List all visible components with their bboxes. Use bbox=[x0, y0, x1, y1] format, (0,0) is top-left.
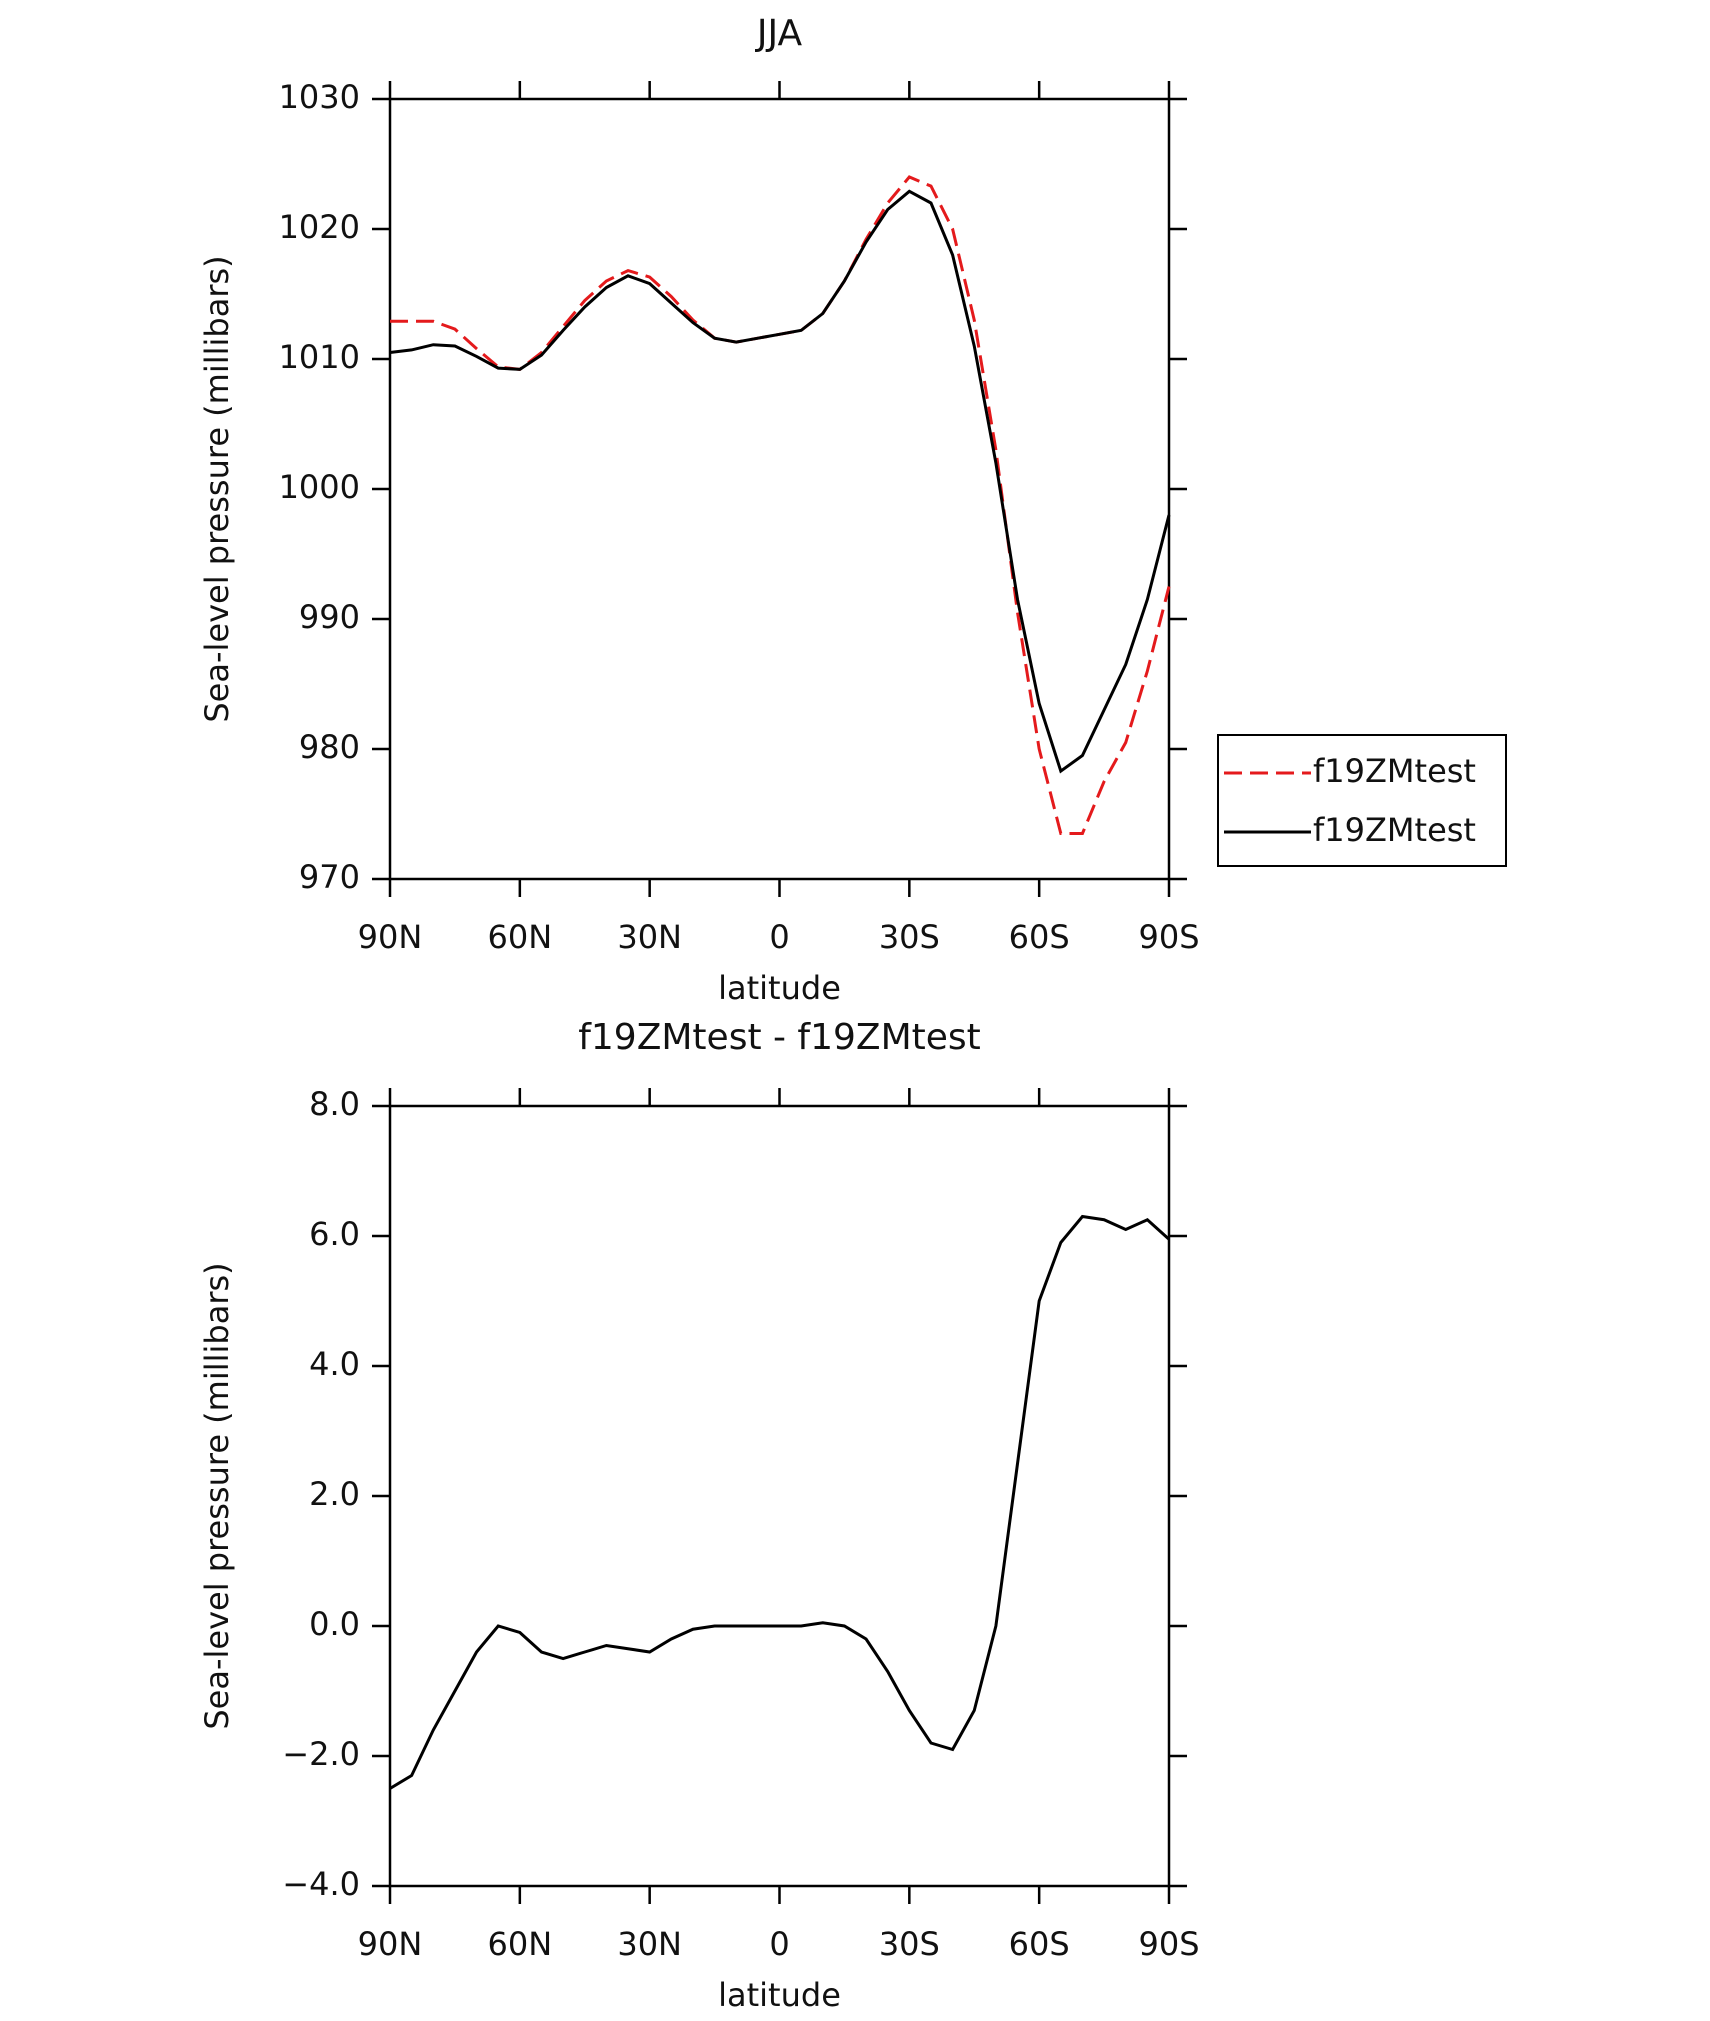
x-axis-label: latitude bbox=[718, 969, 841, 1007]
y-tick-label: −2.0 bbox=[282, 1735, 360, 1773]
x-tick-label: 90N bbox=[358, 1925, 423, 1963]
data-line bbox=[389, 189, 1171, 774]
plot-frame bbox=[388, 1104, 1171, 1888]
plot-frame bbox=[388, 97, 1171, 881]
x-tick-label: 60N bbox=[488, 1925, 553, 1963]
y-tick-label: 2.0 bbox=[309, 1475, 360, 1513]
x-tick-label: 60N bbox=[488, 918, 553, 956]
chart-title: f19ZMtest - f19ZMtest bbox=[578, 1017, 981, 1058]
legend-box bbox=[1217, 734, 1507, 867]
y-tick-label: 0.0 bbox=[309, 1605, 360, 1643]
legend-label: f19ZMtest bbox=[1313, 811, 1476, 849]
data-line bbox=[389, 1214, 1171, 1790]
y-tick-label: 1000 bbox=[279, 468, 360, 506]
y-tick-label: 1030 bbox=[279, 78, 360, 116]
y-axis-label: Sea-level pressure (millibars) bbox=[198, 1262, 236, 1729]
y-axis-label: Sea-level pressure (millibars) bbox=[198, 255, 236, 722]
legend-label: f19ZMtest bbox=[1313, 752, 1476, 790]
x-tick-label: 90S bbox=[1138, 918, 1199, 956]
y-tick-label: 970 bbox=[299, 858, 360, 896]
x-tick-label: 0 bbox=[769, 1925, 789, 1963]
y-tick-label: 1020 bbox=[279, 208, 360, 246]
data-line bbox=[390, 175, 1171, 835]
x-tick-label: 60S bbox=[1009, 1925, 1070, 1963]
x-tick-label: 90N bbox=[358, 918, 423, 956]
y-tick-label: 4.0 bbox=[309, 1345, 360, 1383]
y-tick-label: 980 bbox=[299, 728, 360, 766]
x-tick-label: 90S bbox=[1138, 1925, 1199, 1963]
x-tick-label: 30S bbox=[879, 918, 940, 956]
chart-title: JJA bbox=[755, 13, 803, 54]
y-tick-label: 1010 bbox=[279, 338, 360, 376]
x-tick-label: 30N bbox=[617, 1925, 682, 1963]
x-axis-label: latitude bbox=[718, 1976, 841, 2014]
x-tick-label: 0 bbox=[769, 918, 789, 956]
y-tick-label: 990 bbox=[299, 598, 360, 636]
x-tick-label: 30S bbox=[879, 1925, 940, 1963]
x-tick-label: 30N bbox=[617, 918, 682, 956]
y-tick-label: −4.0 bbox=[282, 1865, 360, 1903]
y-tick-label: 6.0 bbox=[309, 1215, 360, 1253]
y-tick-label: 8.0 bbox=[309, 1085, 360, 1123]
x-tick-label: 60S bbox=[1009, 918, 1070, 956]
